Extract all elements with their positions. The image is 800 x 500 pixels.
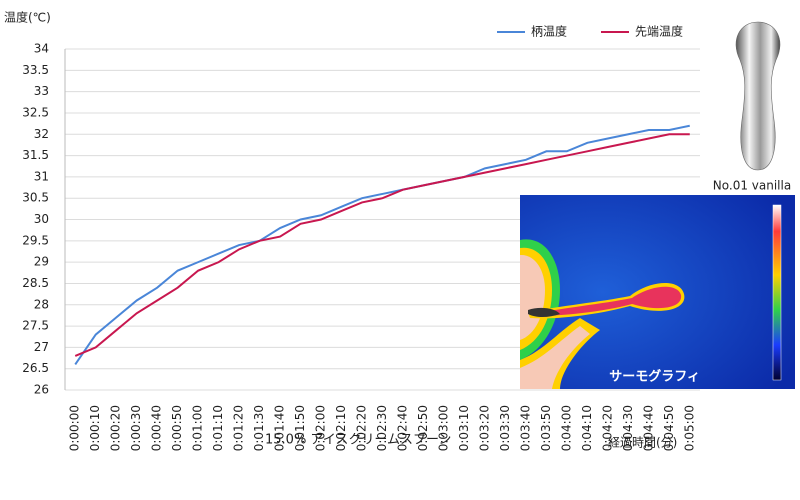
x-tick-label: 0:02:10 [334, 405, 348, 451]
thermo-image [520, 195, 795, 389]
x-tick-label: 0:01:00 [191, 405, 205, 451]
x-tick-label: 0:00:30 [129, 405, 143, 451]
x-tick-label: 0:00:20 [109, 405, 123, 451]
x-axis-label: 経過時間(分) [608, 436, 677, 450]
y-tick-label: 31.5 [22, 148, 49, 162]
x-tick-label: 0:04:50 [662, 405, 676, 451]
x-tick-label: 0:00:10 [88, 405, 102, 451]
series-line [74, 133, 690, 357]
y-tick-label: 28 [34, 297, 49, 311]
x-tick-label: 0:01:50 [293, 405, 307, 451]
x-tick-label: 0:03:30 [498, 405, 512, 451]
y-tick-label: 27 [34, 340, 49, 354]
x-tick-label: 0:04:40 [641, 405, 655, 451]
y-tick-label: 28.5 [22, 276, 49, 290]
x-tick-label: 0:01:40 [273, 405, 287, 451]
x-tick-label: 0:02:40 [395, 405, 409, 451]
y-tick-label: 29.5 [22, 233, 49, 247]
y-tick-label: 26.5 [22, 361, 49, 375]
x-tick-label: 0:03:20 [477, 405, 491, 451]
product-label: No.01 vanilla [713, 179, 791, 193]
x-tick-label: 0:04:00 [559, 405, 573, 451]
y-tick-label: 29 [34, 255, 49, 269]
x-tick-label: 0:01:10 [211, 405, 225, 451]
y-tick-label: 30.5 [22, 191, 49, 205]
y-tick-label: 30 [34, 212, 49, 226]
y-axis-label: 温度(℃) [4, 10, 51, 25]
y-tick-label: 31 [34, 169, 49, 183]
y-tick-label: 33 [34, 84, 49, 98]
x-tick-label: 0:04:30 [621, 405, 635, 451]
x-tick-label: 0:03:50 [539, 405, 553, 451]
y-tick-label: 27.5 [22, 319, 49, 333]
x-tick-label: 0:03:00 [436, 405, 450, 451]
x-tick-label: 0:01:30 [252, 405, 266, 451]
y-tick-label: 32.5 [22, 105, 49, 119]
x-tick-label: 0:05:00 [682, 405, 696, 451]
thermo-label: サーモグラフィ [609, 369, 700, 385]
x-tick-label: 0:02:50 [416, 405, 430, 451]
legend-label: 先端温度 [635, 24, 683, 39]
y-tick-label: 34 [34, 42, 49, 56]
x-tick-label: 0:02:30 [375, 405, 389, 451]
x-tick-label: 0:00:50 [170, 405, 184, 451]
x-tick-label: 0:04:10 [580, 405, 594, 451]
y-tick-label: 26 [34, 383, 49, 397]
x-tick-label: 0:02:00 [314, 405, 328, 451]
series-line [74, 124, 690, 365]
x-tick-label: 0:00:00 [68, 405, 82, 451]
x-tick-label: 0:03:10 [457, 405, 471, 451]
x-tick-label: 0:01:20 [232, 405, 246, 451]
x-tick-label: 0:02:20 [355, 405, 369, 451]
x-tick-label: 0:03:40 [518, 405, 532, 451]
x-tick-label: 0:00:40 [150, 405, 164, 451]
subtitle: 15.0% アイスクリームスプーン [265, 433, 451, 448]
y-tick-label: 33.5 [22, 63, 49, 77]
y-tick-label: 32 [34, 127, 49, 141]
x-tick-label: 0:04:20 [600, 405, 614, 451]
spoon-image [735, 21, 781, 171]
legend-label: 柄温度 [531, 24, 567, 39]
